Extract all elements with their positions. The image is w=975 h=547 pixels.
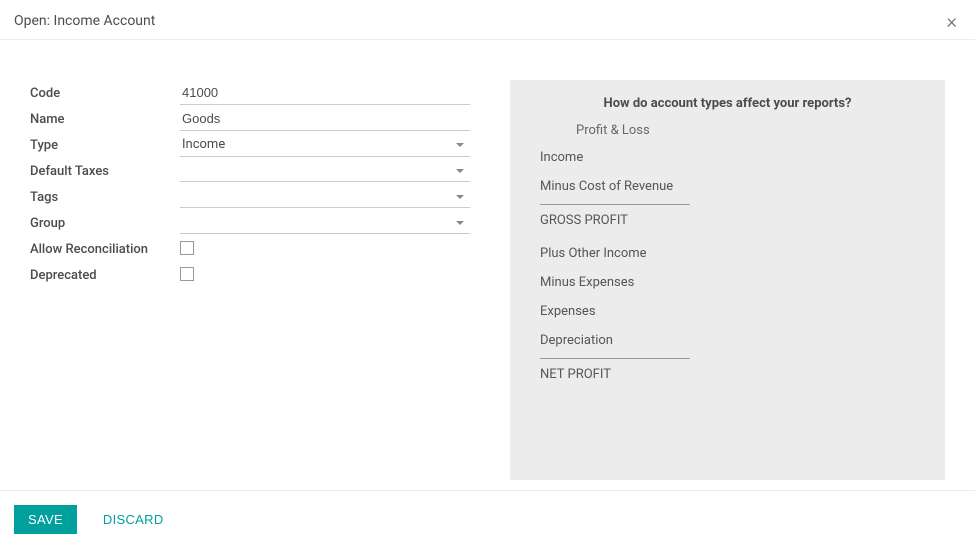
group-select[interactable] [180,212,470,234]
chevron-down-icon [456,169,464,173]
info-gross-profit: GROSS PROFIT [540,204,690,228]
modal-title: Open: Income Account [14,13,155,29]
name-input[interactable] [180,107,470,131]
info-item: Expenses [540,304,915,319]
modal-footer: SAVE DISCARD [0,490,975,547]
code-input[interactable] [180,81,470,105]
modal-header: Open: Income Account × [0,0,975,40]
discard-button[interactable]: DISCARD [99,505,168,534]
row-code: Code [30,80,470,106]
chevron-down-icon [456,143,464,147]
tags-select[interactable] [180,186,470,208]
info-item: Plus Other Income [540,246,915,261]
label-allow-reconciliation: Allow Reconciliation [30,238,180,261]
type-select[interactable]: Income [180,133,470,157]
row-type: Type Income [30,132,470,158]
row-default-taxes: Default Taxes [30,158,470,184]
info-panel: How do account types affect your reports… [510,80,945,480]
row-group: Group [30,210,470,236]
deprecated-checkbox[interactable] [180,267,194,281]
row-name: Name [30,106,470,132]
save-button[interactable]: SAVE [14,505,77,534]
label-group: Group [30,212,180,235]
info-column: How do account types affect your reports… [510,80,945,470]
info-item: Income [540,150,915,165]
row-deprecated: Deprecated [30,262,470,288]
info-net-profit: NET PROFIT [540,358,690,382]
label-type: Type [30,134,180,157]
allow-reconciliation-checkbox[interactable] [180,241,194,255]
info-item: Minus Cost of Revenue [540,179,915,194]
label-tags: Tags [30,186,180,209]
label-deprecated: Deprecated [30,264,180,287]
row-allow-reconciliation: Allow Reconciliation [30,236,470,262]
form-column: Code Name Type Income [30,80,470,470]
info-item: Depreciation [540,333,915,348]
label-code: Code [30,82,180,105]
label-default-taxes: Default Taxes [30,160,180,183]
info-title: How do account types affect your reports… [540,96,915,111]
chevron-down-icon [456,221,464,225]
info-item: Minus Expenses [540,275,915,290]
row-tags: Tags [30,184,470,210]
info-subtitle: Profit & Loss [540,123,915,138]
modal-body: Code Name Type Income [0,40,975,490]
chevron-down-icon [456,195,464,199]
type-select-value: Income [182,137,456,152]
label-name: Name [30,108,180,131]
default-taxes-select[interactable] [180,160,470,182]
modal: Open: Income Account × Code Name Type [0,0,975,547]
close-icon[interactable]: × [943,11,961,31]
